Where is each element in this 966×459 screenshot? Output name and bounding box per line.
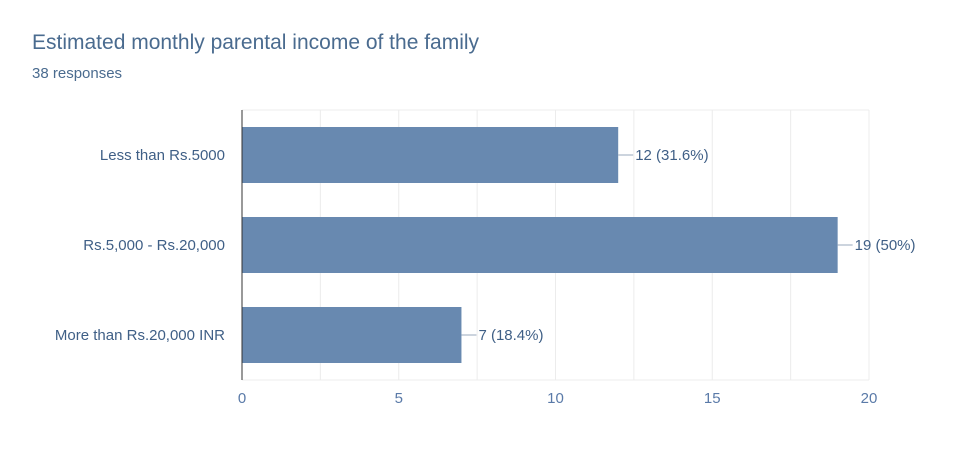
bar xyxy=(242,307,462,363)
response-count: 38 responses xyxy=(32,65,123,82)
x-tick-label: 5 xyxy=(395,390,403,407)
data-label: 12 (31.6%) xyxy=(635,147,708,164)
data-label: 19 (50%) xyxy=(855,237,916,254)
x-tick-label: 20 xyxy=(861,390,878,407)
data-label: 7 (18.4%) xyxy=(478,327,543,344)
category-label: Rs.5,000 - Rs.20,000 xyxy=(83,237,225,254)
bar xyxy=(242,127,619,183)
x-tick-label: 15 xyxy=(704,390,721,407)
category-label: Less than Rs.5000 xyxy=(100,147,225,164)
x-tick-label: 10 xyxy=(547,390,564,407)
x-tick-label: 0 xyxy=(238,390,246,407)
category-label: More than Rs.20,000 INR xyxy=(55,327,225,344)
bar xyxy=(242,217,838,273)
chart-title: Estimated monthly parental income of the… xyxy=(32,31,480,54)
